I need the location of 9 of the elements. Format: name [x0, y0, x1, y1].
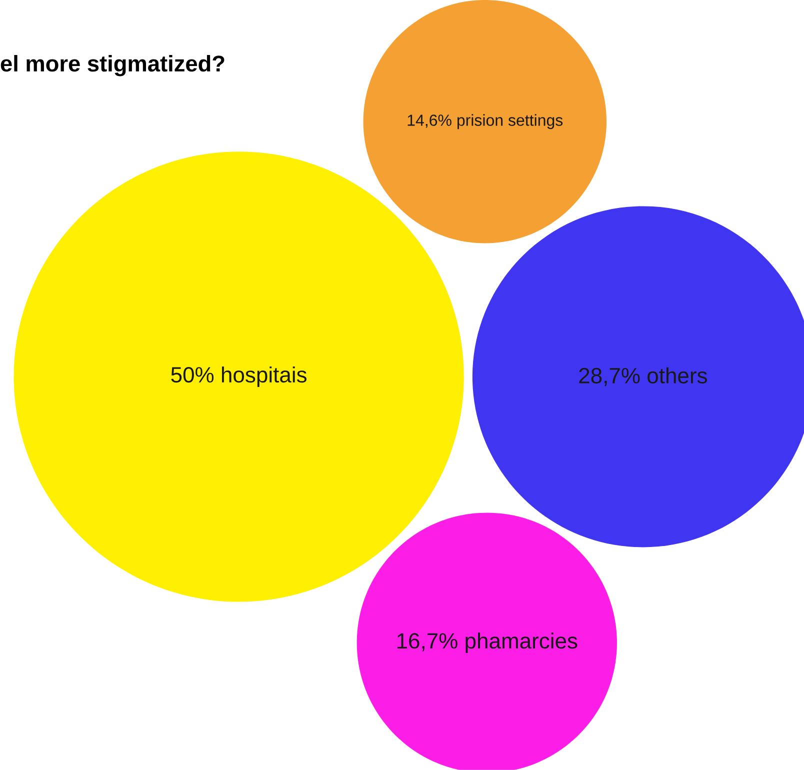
category-label: phamarcies: [466, 632, 578, 654]
data-label: 14,6%: [408, 114, 452, 128]
category-label: hospitais: [222, 366, 307, 388]
text: el more stigmatized?: [0, 55, 224, 76]
data-label: 16,7%: [397, 633, 458, 652]
category-label: prision settings: [457, 114, 563, 130]
category-label: others: [648, 367, 707, 384]
data-label: 28,7%: [579, 368, 640, 386]
data-label: 50%: [171, 367, 214, 383]
